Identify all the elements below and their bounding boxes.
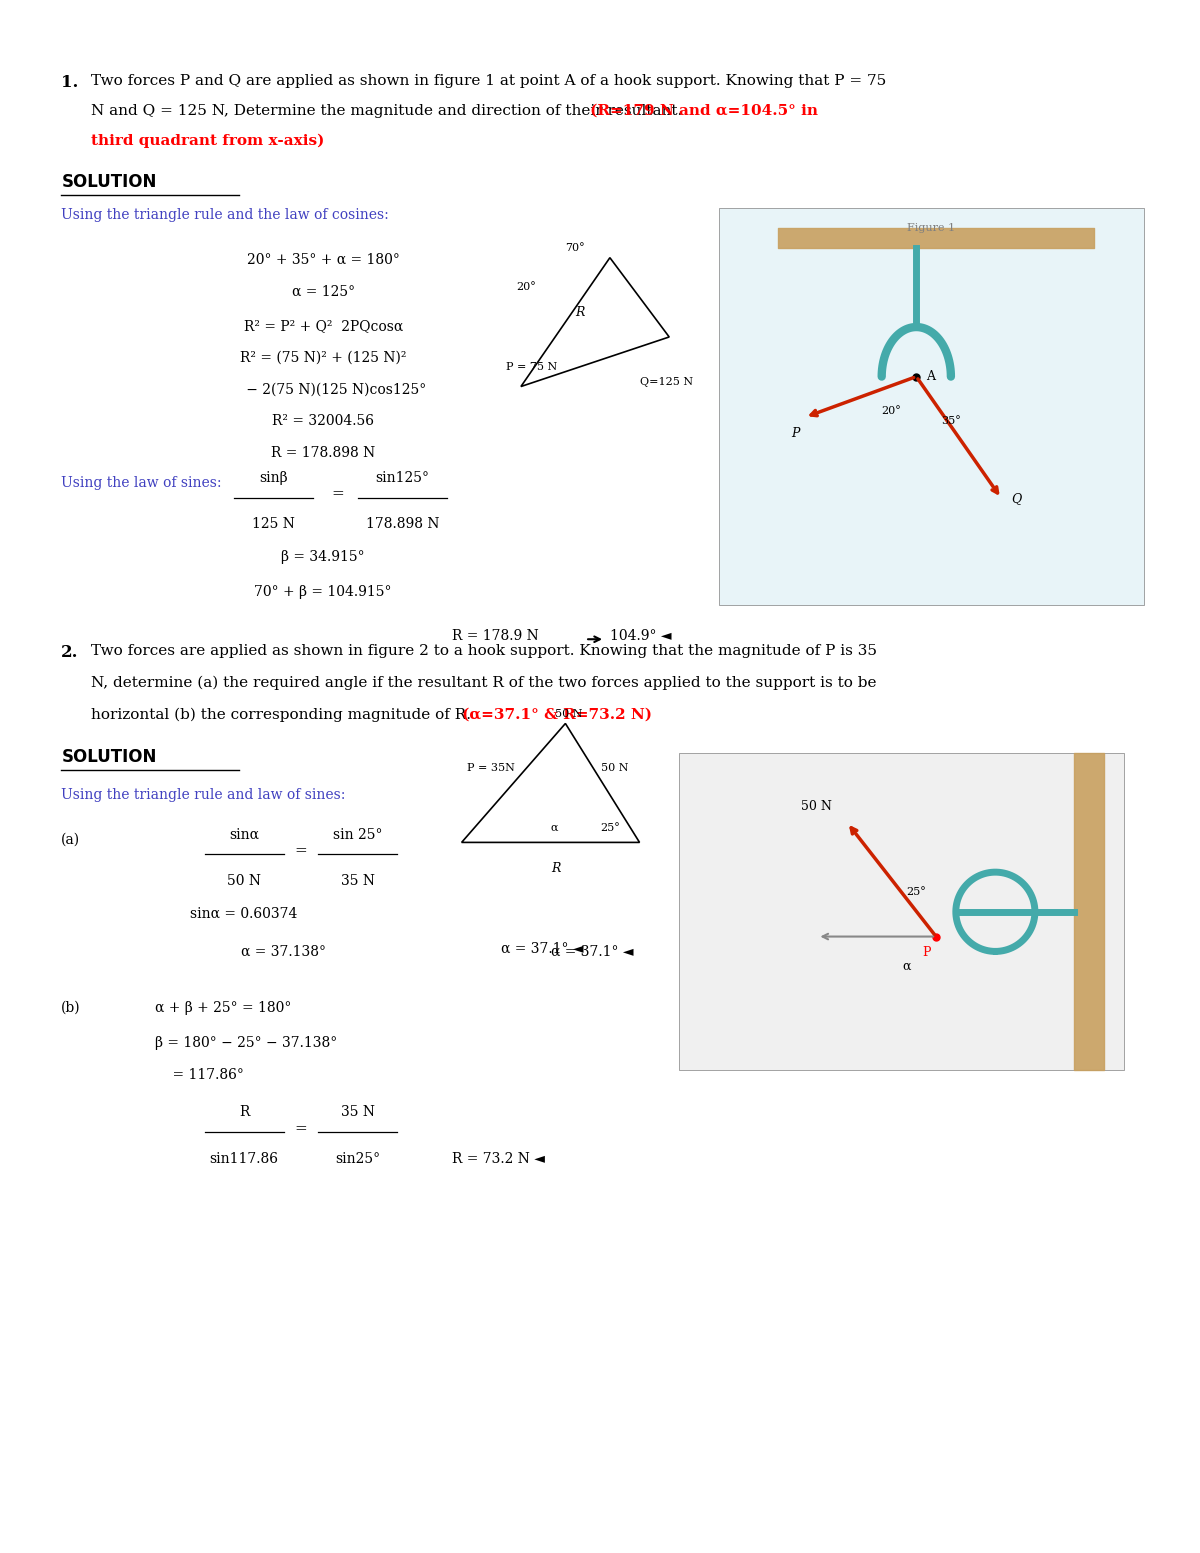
Text: 125 N: 125 N	[252, 517, 295, 531]
Text: α = 37.1° ◄: α = 37.1° ◄	[551, 944, 634, 958]
Text: 50 N: 50 N	[601, 763, 629, 773]
Text: R = 178.9 N: R = 178.9 N	[451, 629, 539, 643]
Text: sin 25°: sin 25°	[334, 828, 383, 842]
Text: 25°: 25°	[600, 823, 619, 832]
Text: β = 180° − 25° − 37.138°: β = 180° − 25° − 37.138°	[155, 1036, 337, 1050]
Text: P: P	[923, 946, 931, 960]
Text: Using the triangle rule and the law of cosines:: Using the triangle rule and the law of c…	[61, 208, 389, 222]
Text: (b): (b)	[61, 1002, 80, 1016]
Text: =: =	[331, 488, 344, 502]
Text: Two forces P and Q are applied as shown in figure 1 at point A of a hook support: Two forces P and Q are applied as shown …	[91, 75, 887, 89]
Text: SOLUTION: SOLUTION	[61, 174, 157, 191]
Text: (α=37.1° & R=73.2 N): (α=37.1° & R=73.2 N)	[457, 708, 652, 722]
Text: A: A	[926, 370, 935, 384]
Text: 1.: 1.	[61, 75, 79, 92]
Text: P = 75 N: P = 75 N	[506, 362, 557, 371]
Text: 35°: 35°	[941, 416, 961, 426]
Text: Q: Q	[1012, 492, 1021, 505]
Text: horizontal (b) the corresponding magnitude of R.: horizontal (b) the corresponding magnitu…	[91, 708, 470, 722]
Text: Figure 1: Figure 1	[907, 224, 955, 233]
Text: sinβ: sinβ	[259, 471, 288, 485]
Text: R: R	[551, 862, 560, 876]
Text: α = 125°: α = 125°	[292, 284, 355, 298]
Text: =: =	[294, 845, 307, 859]
FancyBboxPatch shape	[679, 753, 1124, 1070]
Text: R = 73.2 N ◄: R = 73.2 N ◄	[451, 1152, 545, 1166]
Text: P = 35N: P = 35N	[467, 763, 515, 773]
Text: = 117.86°: = 117.86°	[155, 1068, 244, 1082]
Text: 70°: 70°	[565, 242, 586, 253]
Text: R² = 32004.56: R² = 32004.56	[272, 415, 374, 429]
Text: 25°: 25°	[906, 887, 926, 898]
Text: Two forces are applied as shown in figure 2 to a hook support. Knowing that the : Two forces are applied as shown in figur…	[91, 644, 877, 658]
Text: N, determine (a) the required angle if the resultant R of the two forces applied: N, determine (a) the required angle if t…	[91, 676, 876, 690]
Text: β = 34.915°: β = 34.915°	[282, 550, 365, 564]
Text: Using the law of sines:: Using the law of sines:	[61, 475, 222, 489]
Text: sinα = 0.60374: sinα = 0.60374	[191, 907, 298, 921]
Text: − 2(75 N)(125 N)cos125°: − 2(75 N)(125 N)cos125°	[220, 382, 426, 396]
Text: 35 N: 35 N	[341, 1106, 374, 1120]
Text: N and Q = 125 N, Determine the magnitude and direction of their resultant.: N and Q = 125 N, Determine the magnitude…	[91, 104, 683, 118]
Text: 50 N: 50 N	[802, 800, 833, 812]
Text: 35 N: 35 N	[341, 874, 374, 888]
Text: 20° + 35° + α = 180°: 20° + 35° + α = 180°	[247, 253, 400, 267]
Text: 20°: 20°	[516, 283, 535, 292]
Text: sin117.86: sin117.86	[210, 1152, 278, 1166]
FancyBboxPatch shape	[719, 208, 1144, 604]
Text: P: P	[792, 427, 800, 439]
Text: sin25°: sin25°	[335, 1152, 380, 1166]
Text: α = 37.138°: α = 37.138°	[241, 944, 326, 958]
Text: sinα: sinα	[229, 828, 259, 842]
Text: 104.9° ◄: 104.9° ◄	[610, 629, 671, 643]
Text: sin125°: sin125°	[376, 471, 430, 485]
Text: (a): (a)	[61, 832, 80, 846]
Text: 50 N: 50 N	[554, 708, 582, 719]
Text: Q=125 N: Q=125 N	[640, 377, 692, 387]
Text: 70° + β = 104.915°: 70° + β = 104.915°	[254, 585, 392, 599]
Text: 50 N: 50 N	[227, 874, 262, 888]
Text: (R=179 N and α=104.5° in: (R=179 N and α=104.5° in	[586, 104, 818, 118]
Text: =: =	[294, 1121, 307, 1135]
Text: R = 178.898 N: R = 178.898 N	[271, 446, 376, 460]
Text: 2.: 2.	[61, 644, 79, 662]
Text: R² = P² + Q²  2PQcosα: R² = P² + Q² 2PQcosα	[244, 318, 403, 334]
Text: R: R	[239, 1106, 250, 1120]
Text: third quadrant from x-axis): third quadrant from x-axis)	[91, 134, 324, 148]
Text: R² = (75 N)² + (125 N)²: R² = (75 N)² + (125 N)²	[240, 351, 407, 365]
Text: α = 37.1° ◄: α = 37.1° ◄	[502, 941, 583, 955]
Text: α + β + 25° = 180°: α + β + 25° = 180°	[155, 1002, 292, 1016]
Text: α: α	[902, 960, 911, 972]
Text: Using the triangle rule and law of sines:: Using the triangle rule and law of sines…	[61, 787, 346, 801]
Text: R: R	[576, 306, 584, 318]
Text: 178.898 N: 178.898 N	[366, 517, 439, 531]
Text: α: α	[551, 823, 558, 832]
Text: 20°: 20°	[882, 407, 901, 416]
Text: SOLUTION: SOLUTION	[61, 749, 157, 766]
